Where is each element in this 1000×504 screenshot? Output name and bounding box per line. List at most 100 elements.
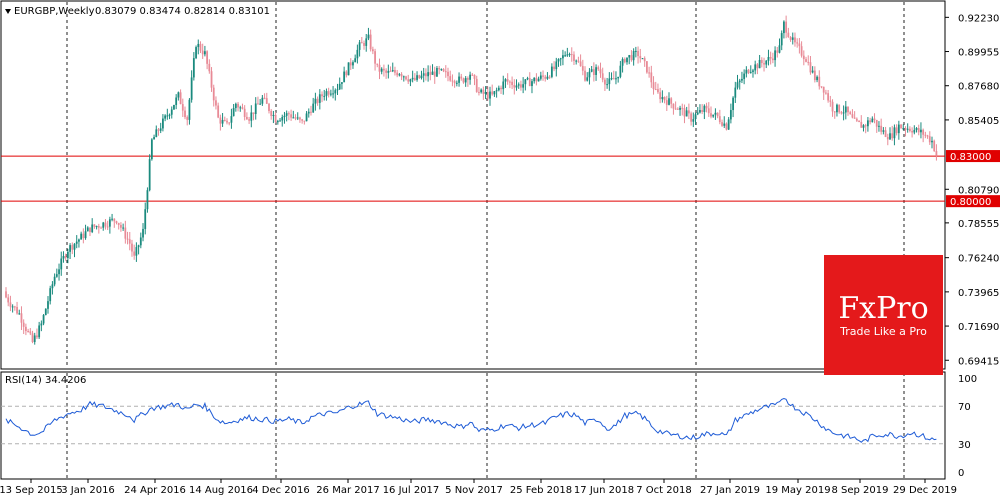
price-tick-label: 0.73965 bbox=[958, 288, 999, 299]
candle-body bbox=[24, 326, 27, 331]
rsi-axis: 100 70 30 0 bbox=[958, 374, 977, 479]
candle-body bbox=[281, 117, 284, 121]
candle bbox=[126, 231, 129, 245]
candle-body bbox=[323, 95, 326, 97]
candle-body bbox=[749, 71, 752, 73]
candle-body bbox=[869, 120, 872, 123]
candle-body bbox=[900, 124, 902, 129]
candle-body bbox=[652, 82, 655, 90]
candle bbox=[391, 62, 394, 73]
price-pane[interactable] bbox=[0, 0, 946, 370]
candle-body bbox=[29, 331, 32, 334]
candle-body bbox=[142, 228, 144, 238]
candle bbox=[292, 110, 295, 119]
candle-body bbox=[126, 238, 129, 240]
candle bbox=[621, 57, 624, 73]
candle-body bbox=[325, 91, 328, 96]
candle-body bbox=[913, 129, 916, 133]
candle-body bbox=[928, 136, 931, 143]
time-tick-label: 13 Sep 2015 bbox=[0, 485, 63, 496]
candle bbox=[20, 306, 23, 330]
candle-body bbox=[564, 55, 567, 57]
candle bbox=[895, 124, 898, 136]
candle-body bbox=[825, 92, 827, 94]
candle bbox=[155, 125, 158, 138]
candle-body bbox=[91, 224, 94, 232]
candle bbox=[893, 124, 896, 146]
candle bbox=[371, 46, 374, 55]
candle-body bbox=[206, 51, 209, 64]
candle bbox=[307, 108, 310, 118]
candle-body bbox=[634, 50, 637, 52]
candle bbox=[533, 77, 536, 84]
candle-body bbox=[75, 241, 78, 244]
candle-body bbox=[173, 104, 175, 110]
candle-body bbox=[648, 72, 651, 74]
candle bbox=[285, 110, 288, 122]
candle bbox=[674, 101, 677, 110]
candle-body bbox=[575, 60, 578, 62]
candle bbox=[64, 253, 67, 261]
time-tick-label: 4 Dec 2016 bbox=[252, 485, 310, 496]
candle-body bbox=[791, 37, 794, 40]
candle-body bbox=[500, 87, 502, 90]
candle-body bbox=[601, 73, 604, 80]
candle-body bbox=[562, 55, 564, 59]
candle bbox=[862, 124, 865, 132]
candle bbox=[915, 127, 918, 133]
candle-body bbox=[902, 128, 905, 130]
candle bbox=[495, 87, 498, 98]
candle-body bbox=[86, 227, 89, 232]
dropdown-triangle-icon[interactable] bbox=[5, 9, 11, 14]
candle-body bbox=[725, 123, 728, 130]
candle-body bbox=[159, 128, 162, 131]
candle bbox=[584, 66, 586, 82]
candle-body bbox=[685, 110, 688, 117]
candle bbox=[734, 81, 737, 103]
candle-body bbox=[336, 89, 339, 91]
candle bbox=[559, 57, 562, 66]
candle bbox=[137, 244, 140, 255]
candle-body bbox=[497, 87, 500, 91]
candle bbox=[756, 63, 759, 75]
candle bbox=[650, 65, 653, 88]
candle-body bbox=[526, 78, 529, 80]
candle bbox=[206, 50, 209, 70]
candle bbox=[7, 294, 10, 307]
candle-body bbox=[245, 116, 248, 120]
candle bbox=[522, 77, 525, 94]
horizontal-levels[interactable] bbox=[1, 155, 945, 202]
candle-body bbox=[170, 109, 173, 115]
candle-body bbox=[111, 218, 113, 220]
candle bbox=[553, 61, 555, 72]
candle-body bbox=[265, 98, 268, 104]
candle bbox=[186, 115, 189, 126]
candle bbox=[159, 122, 162, 134]
candle bbox=[935, 144, 938, 161]
candle bbox=[581, 59, 584, 76]
candle-body bbox=[460, 76, 463, 79]
candle bbox=[736, 74, 739, 90]
candle-body bbox=[904, 128, 907, 130]
candle bbox=[51, 281, 54, 295]
candle-body bbox=[102, 222, 105, 228]
candle-body bbox=[128, 239, 131, 244]
candle-body bbox=[592, 69, 595, 75]
candle bbox=[891, 125, 894, 141]
candle bbox=[383, 64, 385, 77]
candle-body bbox=[931, 140, 933, 143]
time-tick-label: 25 Feb 2018 bbox=[510, 485, 572, 496]
candle bbox=[517, 82, 520, 89]
time-tick-label: 5 Nov 2017 bbox=[445, 485, 503, 496]
candle-body bbox=[124, 227, 127, 239]
candle-body bbox=[228, 122, 231, 124]
rsi-pane[interactable] bbox=[0, 371, 946, 480]
candle-body bbox=[513, 85, 516, 88]
candle-body bbox=[427, 72, 430, 77]
candle bbox=[245, 112, 248, 120]
candle bbox=[455, 80, 458, 87]
candle bbox=[654, 81, 657, 91]
candle bbox=[900, 124, 902, 129]
